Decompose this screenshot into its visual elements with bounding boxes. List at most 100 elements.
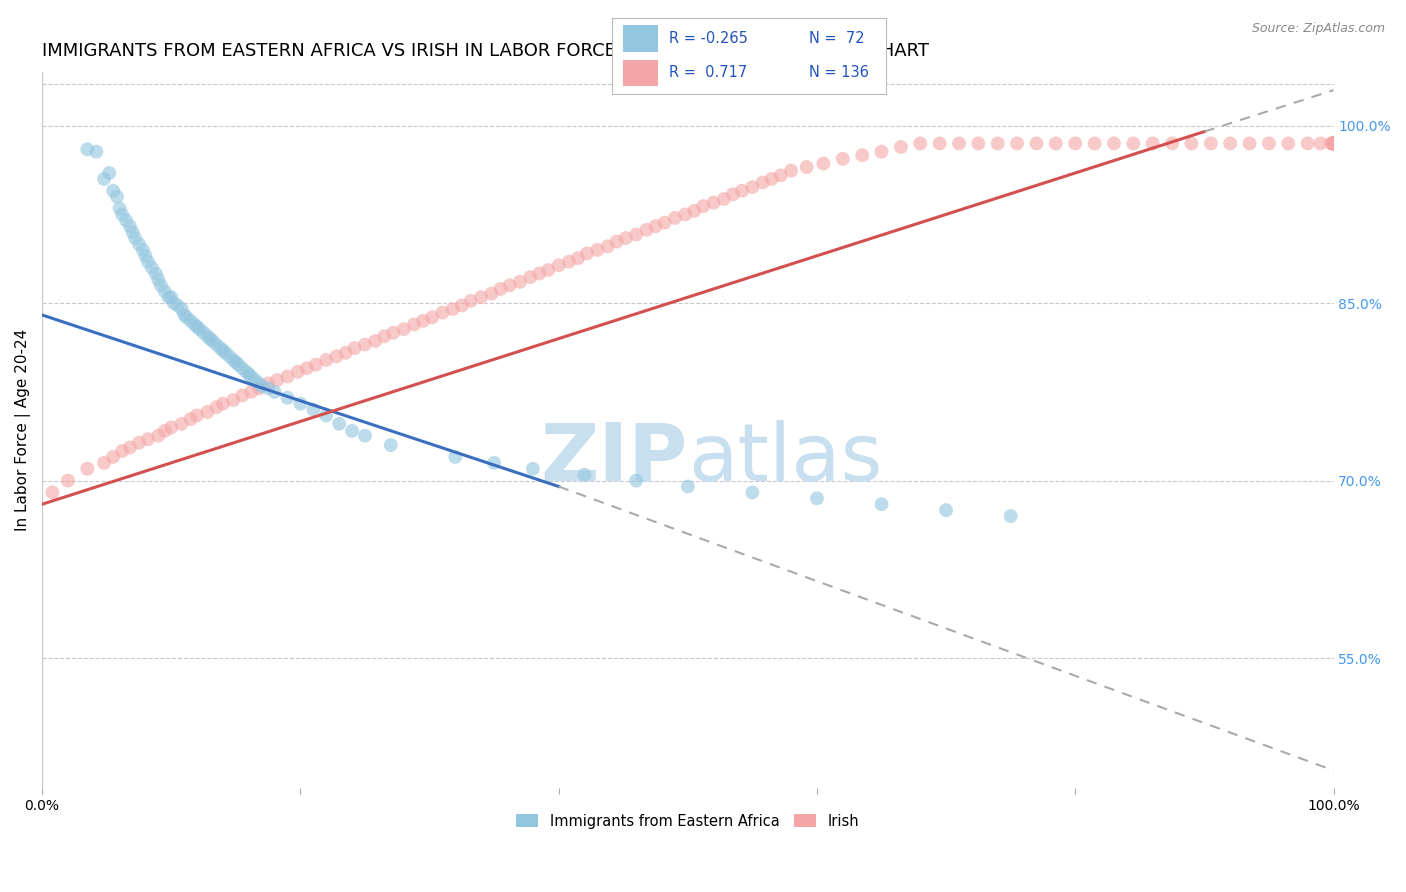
Point bbox=[186, 319, 208, 334]
Point bbox=[305, 358, 328, 372]
Point bbox=[644, 219, 666, 234]
Point bbox=[1322, 136, 1344, 151]
Point bbox=[218, 350, 240, 364]
FancyBboxPatch shape bbox=[623, 60, 658, 87]
Point bbox=[180, 314, 202, 328]
Point bbox=[315, 352, 337, 367]
Point bbox=[1322, 136, 1344, 151]
Point bbox=[1180, 136, 1202, 151]
Point bbox=[558, 254, 581, 268]
Point bbox=[148, 428, 170, 442]
Point bbox=[335, 346, 357, 360]
Point bbox=[276, 369, 298, 384]
Point bbox=[240, 384, 263, 399]
Point bbox=[205, 401, 228, 415]
Point bbox=[121, 225, 143, 239]
Point bbox=[212, 343, 235, 358]
Point bbox=[373, 329, 395, 343]
Point bbox=[118, 219, 141, 234]
Point bbox=[1277, 136, 1299, 151]
Point bbox=[231, 388, 253, 402]
Point bbox=[1322, 136, 1344, 151]
Point bbox=[176, 310, 198, 325]
Point bbox=[231, 361, 253, 376]
Point bbox=[222, 393, 245, 408]
Point bbox=[890, 140, 912, 154]
Point bbox=[870, 145, 893, 159]
Point bbox=[287, 365, 309, 379]
Point bbox=[128, 237, 150, 252]
Point bbox=[188, 322, 211, 336]
Point bbox=[136, 432, 159, 446]
Point bbox=[247, 376, 270, 391]
Point bbox=[1320, 136, 1343, 151]
Point bbox=[111, 207, 134, 221]
Point bbox=[831, 152, 853, 166]
Point bbox=[1142, 136, 1164, 151]
Point bbox=[328, 417, 350, 431]
Point bbox=[1322, 136, 1344, 151]
Point bbox=[1322, 136, 1344, 151]
Point bbox=[1322, 136, 1344, 151]
Point bbox=[547, 258, 569, 272]
Legend: Immigrants from Eastern Africa, Irish: Immigrants from Eastern Africa, Irish bbox=[510, 808, 865, 835]
Point bbox=[537, 263, 560, 277]
Point bbox=[76, 462, 98, 476]
Text: N = 136: N = 136 bbox=[808, 65, 869, 80]
Point bbox=[529, 267, 551, 281]
Point bbox=[567, 251, 589, 265]
Point bbox=[1322, 136, 1344, 151]
Point bbox=[576, 246, 599, 260]
Point bbox=[132, 243, 155, 257]
Point bbox=[780, 163, 803, 178]
Point bbox=[101, 184, 124, 198]
Text: R = -0.265: R = -0.265 bbox=[669, 31, 748, 45]
Point bbox=[1322, 136, 1344, 151]
Point bbox=[420, 310, 443, 325]
Point bbox=[460, 293, 482, 308]
Point bbox=[141, 260, 163, 275]
Point bbox=[1322, 136, 1344, 151]
Point bbox=[235, 365, 257, 379]
Point bbox=[197, 329, 219, 343]
Point bbox=[692, 199, 714, 213]
Point bbox=[1322, 136, 1344, 151]
Point bbox=[145, 267, 167, 281]
Text: Source: ZipAtlas.com: Source: ZipAtlas.com bbox=[1251, 22, 1385, 36]
Point bbox=[432, 305, 454, 319]
Point bbox=[93, 456, 115, 470]
Point bbox=[1322, 136, 1344, 151]
Point bbox=[214, 346, 236, 360]
Point bbox=[470, 290, 492, 304]
Point bbox=[676, 479, 699, 493]
Point bbox=[851, 148, 873, 162]
Point bbox=[118, 441, 141, 455]
Text: IMMIGRANTS FROM EASTERN AFRICA VS IRISH IN LABOR FORCE | AGE 20-24 CORRELATION C: IMMIGRANTS FROM EASTERN AFRICA VS IRISH … bbox=[42, 42, 929, 60]
Point bbox=[1122, 136, 1144, 151]
Point bbox=[664, 211, 686, 225]
Point bbox=[1045, 136, 1067, 151]
Point bbox=[263, 384, 285, 399]
Point bbox=[1322, 136, 1344, 151]
Point bbox=[796, 160, 818, 174]
Point bbox=[751, 176, 773, 190]
Point bbox=[482, 456, 505, 470]
Point bbox=[153, 285, 176, 299]
Point bbox=[870, 497, 893, 511]
Point bbox=[1322, 136, 1344, 151]
Point bbox=[489, 282, 512, 296]
Point bbox=[124, 231, 146, 245]
Point bbox=[111, 444, 134, 458]
Point bbox=[170, 301, 193, 316]
Point bbox=[761, 172, 783, 186]
Point bbox=[1025, 136, 1047, 151]
Point bbox=[412, 314, 434, 328]
Point bbox=[128, 435, 150, 450]
Point bbox=[93, 172, 115, 186]
Point bbox=[654, 216, 676, 230]
Point bbox=[276, 391, 298, 405]
Point bbox=[1219, 136, 1241, 151]
Point bbox=[238, 367, 260, 381]
Point bbox=[228, 358, 250, 372]
Point bbox=[354, 428, 377, 442]
